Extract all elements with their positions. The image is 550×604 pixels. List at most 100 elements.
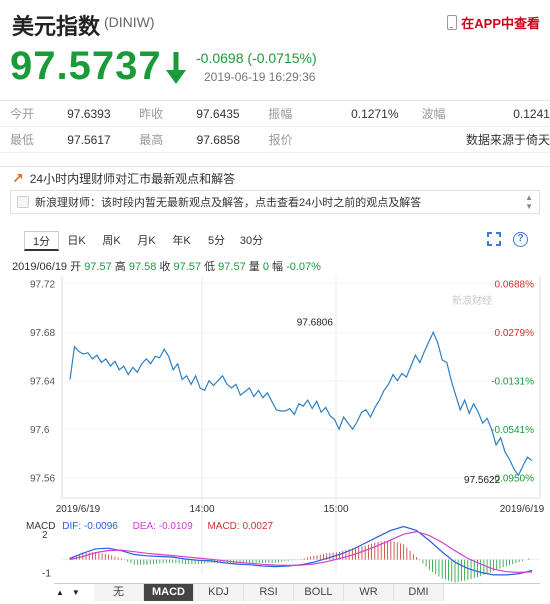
y-tick-left: 97.56 <box>30 474 55 485</box>
y-axis-right: 0.0688% 0.0279% -0.0131% -0.0541% -0.0950% <box>491 280 534 485</box>
x-tick: 2019/6/19 <box>500 504 545 515</box>
chart-grid <box>61 276 541 574</box>
ohlc-low-label: 低 <box>204 261 216 273</box>
x-tick: 2019/6/19 <box>56 504 101 515</box>
y-tick-right: -0.0131% <box>491 377 534 388</box>
ohlc-high: 97.58 <box>128 261 157 273</box>
pulse-icon: ↗ <box>12 170 24 186</box>
advisor-news-link[interactable]: ↗ 24小时内理财师对汇市最新观点和解答 <box>0 166 550 190</box>
y-tick-right: -0.0950% <box>491 474 534 485</box>
advisor-news-heading: 24小时内理财师对汇市最新观点和解答 <box>29 172 236 186</box>
ohlc-date: 2019/06/19 <box>12 261 68 273</box>
stat-label: 振幅 <box>268 107 293 121</box>
indicator-dmi[interactable]: DMI <box>394 584 444 601</box>
advisor-news-message: 新浪理财师：该时段内暂无最新观点及解答，点击查看24小时之前的观点及解答 <box>35 197 422 209</box>
stat-label: 最低 <box>10 133 35 147</box>
tab-weekly-k[interactable]: 周K <box>102 235 121 247</box>
y-tick-right: 0.0279% <box>495 328 535 339</box>
stat-value: 97.6393 <box>67 106 111 121</box>
y-tick-right: 0.0688% <box>495 280 535 291</box>
indicator-none[interactable]: 无 <box>94 584 144 601</box>
symbol-code: (DINIW) <box>104 14 155 30</box>
y-axis-left: 97.72 97.68 97.64 97.6 97.56 <box>30 280 55 485</box>
tab-monthly-k[interactable]: 月K <box>137 235 156 247</box>
intraday-chart[interactable]: 97.72 97.68 97.64 97.6 97.56 0.0688% 0.0279% -… <box>0 274 550 584</box>
ohlc-low: 97.57 <box>218 261 246 273</box>
indicator-wr[interactable]: WR <box>344 584 394 601</box>
macd-panel: 2 -1 <box>42 525 540 583</box>
stat-label: 波幅 <box>421 107 446 121</box>
macd-y-tick: -1 <box>42 568 51 579</box>
stat-value: 97.6858 <box>196 132 240 147</box>
stat-value: 97.5617 <box>67 132 111 147</box>
stat-label: 最高 <box>139 133 164 147</box>
ohlc-volume: 0 <box>262 261 269 273</box>
stats-row: 最低 97.5617 最高 97.6858 报价 数据来源于倚天 <box>0 127 550 153</box>
stat-value: 0.1241 <box>513 106 550 121</box>
page-title: 美元指数 <box>12 15 101 40</box>
dea-value: -0.0109 <box>158 521 193 532</box>
fullscreen-icon[interactable] <box>487 232 501 246</box>
dea-line <box>69 530 533 574</box>
ohlc-amp: -0.07% <box>286 261 321 273</box>
scroll-arrows-icon[interactable]: ▲ ▼ <box>525 193 533 211</box>
ohlc-close: 97.57 <box>173 261 202 273</box>
open-in-app-label: 在APP中查看 <box>461 16 540 31</box>
period-tabs: 1分 日K 周K 月K 年K 5分 30分 <box>24 231 269 251</box>
y-tick-left: 97.6 <box>30 425 50 436</box>
y-tick-right: -0.0541% <box>491 425 534 436</box>
price-series <box>69 330 533 477</box>
ohlc-open: 97.57 <box>84 261 112 273</box>
tab-yearly-k[interactable]: 年K <box>172 235 191 247</box>
ohlc-close-label: 收 <box>159 261 171 273</box>
x-axis: 2019/6/19 14:00 15:00 2019/6/19 <box>56 504 545 515</box>
x-tick: 15:00 <box>323 504 348 515</box>
indicator-kdj[interactable]: KDJ <box>194 584 244 601</box>
y-tick-left: 97.68 <box>30 328 55 339</box>
dif-line <box>69 525 533 576</box>
indicator-bar: ▲ ▼ 无 MACD KDJ RSI BOLL WR DMI <box>54 583 540 601</box>
arrow-down-icon <box>166 52 186 84</box>
indicator-macd[interactable]: MACD <box>144 584 194 601</box>
avatar <box>17 196 29 208</box>
phone-icon <box>447 15 458 30</box>
indicator-boll[interactable]: BOLL <box>294 584 344 601</box>
price-line <box>69 330 533 477</box>
scroll-up-icon[interactable]: ▲ <box>56 587 64 597</box>
indicator-rsi[interactable]: RSI <box>244 584 294 601</box>
watermark: 新浪财经 <box>452 294 492 307</box>
quote-time: 2019-06-19 16:29:36 <box>204 70 316 84</box>
open-in-app-link[interactable]: 在APP中查看 <box>447 13 540 32</box>
tab-30min[interactable]: 30分 <box>239 235 264 247</box>
tab-daily-k[interactable]: 日K <box>67 235 86 247</box>
extreme-label: 97.5622 <box>464 475 501 486</box>
advisor-news-box[interactable]: 新浪理财师：该时段内暂无最新观点及解答，点击查看24小时之前的观点及解答 ▲ ▼ <box>10 190 540 214</box>
macd-title: MACD <box>26 521 56 532</box>
ohlc-high-label: 高 <box>114 261 126 273</box>
ohlc-volume-label: 量 <box>248 261 260 273</box>
ohlc-open-label: 开 <box>70 261 82 273</box>
macd-legend: MACD DIF: -0.0096 DEA: -0.0109 MACD: 0.0… <box>26 521 273 532</box>
y-tick-left: 97.64 <box>30 377 55 388</box>
ohlc-summary: 2019/06/19 开 97.57 高 97.58 收 97.57 低 97.… <box>12 258 321 274</box>
macd-label: MACD: <box>207 521 240 532</box>
dea-label: DEA: <box>132 521 156 532</box>
chart-annotations: 97.6806 97.5622 <box>297 317 501 486</box>
help-icon[interactable]: ? <box>513 232 528 247</box>
tab-1min[interactable]: 1分 <box>24 231 59 251</box>
tab-5min[interactable]: 5分 <box>207 235 226 247</box>
current-price: 97.5737 <box>10 44 162 88</box>
macd-y-tick: 2 <box>42 530 48 541</box>
x-tick: 14:00 <box>189 504 214 515</box>
ohlc-amp-label: 幅 <box>272 261 283 273</box>
price-change: -0.0698 (-0.0715%) <box>196 50 317 66</box>
stats-table: 今开 97.6393 昨收 97.6435 振幅 0.1271% 波幅 0.12… <box>0 100 550 153</box>
dif-value: -0.0096 <box>83 521 118 532</box>
stat-value: 97.6435 <box>196 106 240 121</box>
chart-tools: ? <box>487 232 528 247</box>
stats-row: 今开 97.6393 昨收 97.6435 振幅 0.1271% 波幅 0.12… <box>0 101 550 127</box>
stat-value: 数据来源于倚天 <box>466 133 550 147</box>
extreme-label: 97.6806 <box>297 317 334 328</box>
y-tick-left: 97.72 <box>30 280 55 291</box>
scroll-down-icon[interactable]: ▼ <box>71 587 80 597</box>
